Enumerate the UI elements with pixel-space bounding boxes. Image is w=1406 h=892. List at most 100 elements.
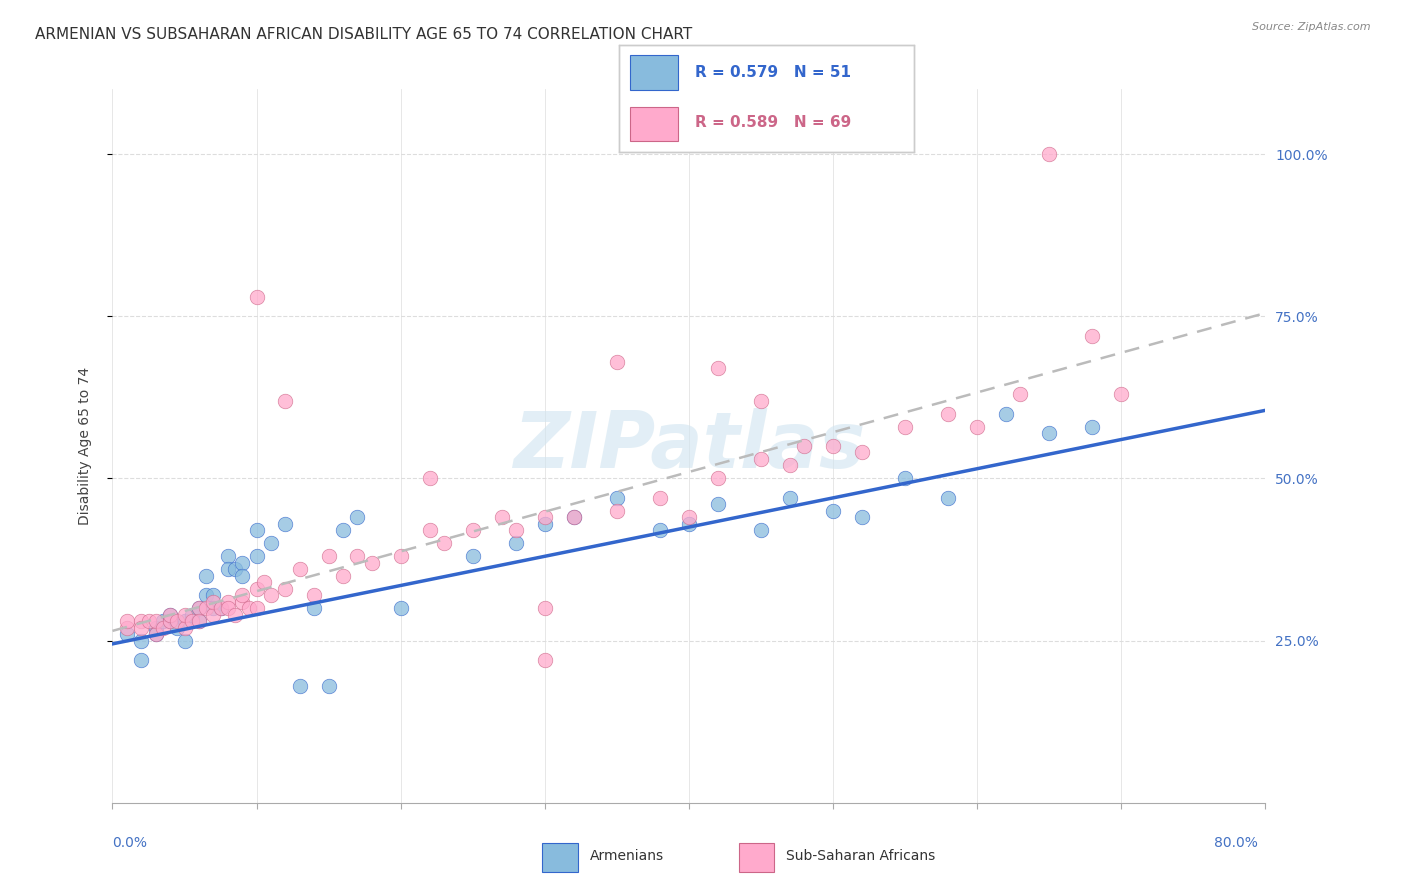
FancyBboxPatch shape [630,55,678,89]
Point [648,524,672,538]
Point [188,601,211,615]
Point [245,601,267,615]
Point [152,614,174,628]
Point [231,556,253,570]
Point [217,562,239,576]
Point [505,524,527,538]
Point [461,549,484,564]
Point [166,614,188,628]
Point [332,524,354,538]
Point [217,595,239,609]
Point [166,621,188,635]
Point [706,361,728,376]
Point [129,653,153,667]
Point [195,601,218,615]
Point [188,614,211,628]
Point [1081,419,1104,434]
Point [419,471,441,485]
Point [793,439,815,453]
Point [346,549,368,564]
FancyBboxPatch shape [630,107,678,141]
Point [533,516,555,531]
Point [332,568,354,582]
Point [749,393,772,408]
Point [202,588,225,602]
Point [209,601,232,615]
Point [360,556,382,570]
Point [152,621,174,635]
Text: R = 0.579   N = 51: R = 0.579 N = 51 [696,65,852,80]
Point [678,516,700,531]
Point [821,439,844,453]
Point [274,582,297,596]
FancyBboxPatch shape [543,843,578,872]
Point [533,510,555,524]
Point [173,633,195,648]
Point [180,607,202,622]
Point [274,516,297,531]
Point [173,607,195,622]
Point [706,471,728,485]
Point [648,491,672,505]
Point [274,393,297,408]
Point [995,407,1018,421]
Point [606,491,628,505]
Point [505,536,527,550]
Point [389,601,412,615]
Point [195,568,218,582]
Point [304,588,326,602]
Point [606,504,628,518]
Text: 80.0%: 80.0% [1215,837,1258,850]
Point [115,627,138,641]
Point [202,601,225,615]
Text: Armenians: Armenians [589,849,664,863]
Point [231,568,253,582]
Point [195,588,218,602]
Point [231,595,253,609]
Point [115,614,138,628]
Point [145,627,167,641]
Point [851,445,873,459]
Point [202,607,225,622]
Point [966,419,988,434]
Point [533,601,555,615]
Point [245,549,267,564]
Point [180,614,202,628]
Point [533,653,555,667]
Point [288,679,311,693]
Point [346,510,368,524]
Point [115,621,138,635]
Point [202,595,225,609]
FancyBboxPatch shape [740,843,775,872]
Point [159,607,181,622]
Point [749,524,772,538]
Point [821,504,844,518]
Point [1111,387,1133,401]
Point [1081,328,1104,343]
Point [389,549,412,564]
Text: Sub-Saharan Africans: Sub-Saharan Africans [786,849,935,863]
Point [779,491,801,505]
Point [461,524,484,538]
Text: ARMENIAN VS SUBSAHARAN AFRICAN DISABILITY AGE 65 TO 74 CORRELATION CHART: ARMENIAN VS SUBSAHARAN AFRICAN DISABILIT… [35,27,692,42]
Text: R = 0.589   N = 69: R = 0.589 N = 69 [696,115,852,130]
Point [159,614,181,628]
Point [706,497,728,511]
Point [1038,425,1060,440]
Point [562,510,585,524]
Point [217,549,239,564]
Point [678,510,700,524]
Point [749,452,772,467]
Point [851,510,873,524]
Point [606,354,628,368]
Point [288,562,311,576]
Point [238,601,260,615]
Point [138,614,160,628]
Point [318,549,340,564]
Text: 0.0%: 0.0% [112,837,148,850]
Point [318,679,340,693]
Point [936,407,959,421]
Point [209,601,232,615]
Point [173,614,195,628]
Point [129,621,153,635]
